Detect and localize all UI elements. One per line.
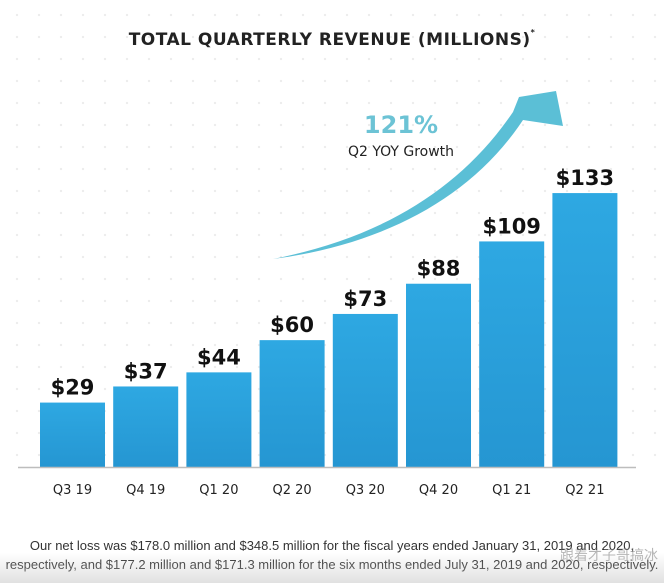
- x-tick-label: Q4 19: [126, 483, 165, 498]
- growth-percent: 121%: [364, 111, 438, 139]
- bar-q2-21: [552, 193, 618, 467]
- bar-q1-20: [186, 372, 252, 467]
- title-footnote-marker: *: [530, 28, 536, 37]
- bar-q3-19: [40, 402, 105, 467]
- bar-q1-21: [479, 241, 545, 467]
- chart-title-text: TOTAL QUARTERLY REVENUE (MILLIONS): [128, 30, 531, 50]
- growth-caption: Q2 YOY Growth: [348, 144, 454, 160]
- data-label: $88: [417, 257, 461, 281]
- footnote-line-1: Our net loss was $178.0 million and $348…: [29, 538, 635, 553]
- bar-chart: $29 $37 $44 $60 $73 $88 $109 $133 Q3 19 Q4 19 Q1 …: [18, 91, 636, 498]
- x-tick-label: Q3 19: [53, 483, 92, 498]
- bars-group: [40, 193, 618, 467]
- watermark: 跟着才子哥搞冰: [560, 548, 658, 564]
- bar-q2-20: [259, 340, 325, 467]
- data-label: $60: [270, 313, 314, 337]
- data-label: $109: [482, 214, 540, 238]
- bar-q4-20: [406, 283, 471, 467]
- data-labels-group: $29 $37 $44 $60 $73 $88 $109 $133: [51, 166, 615, 400]
- bar-q3-20: [332, 313, 398, 467]
- data-label: $44: [197, 345, 241, 369]
- x-tick-label: Q2 20: [273, 483, 312, 498]
- bar-q4-19: [113, 386, 179, 467]
- chart-title: TOTAL QUARTERLY REVENUE (MILLIONS)*: [0, 28, 664, 50]
- data-label: $29: [51, 376, 95, 400]
- data-label: $133: [556, 166, 614, 190]
- x-tick-label: Q1 20: [199, 483, 238, 498]
- x-tick-label: Q2 21: [565, 483, 604, 498]
- x-tick-labels-group: Q3 19 Q4 19 Q1 20 Q2 20 Q3 20 Q4 20 Q1 21 Q2 21: [53, 483, 605, 498]
- data-label: $73: [343, 287, 387, 311]
- growth-arrow-icon: [273, 91, 563, 259]
- x-tick-label: Q4 20: [419, 483, 458, 498]
- x-tick-label: Q1 21: [492, 483, 531, 498]
- data-label: $37: [124, 359, 168, 383]
- x-tick-label: Q3 20: [346, 483, 385, 498]
